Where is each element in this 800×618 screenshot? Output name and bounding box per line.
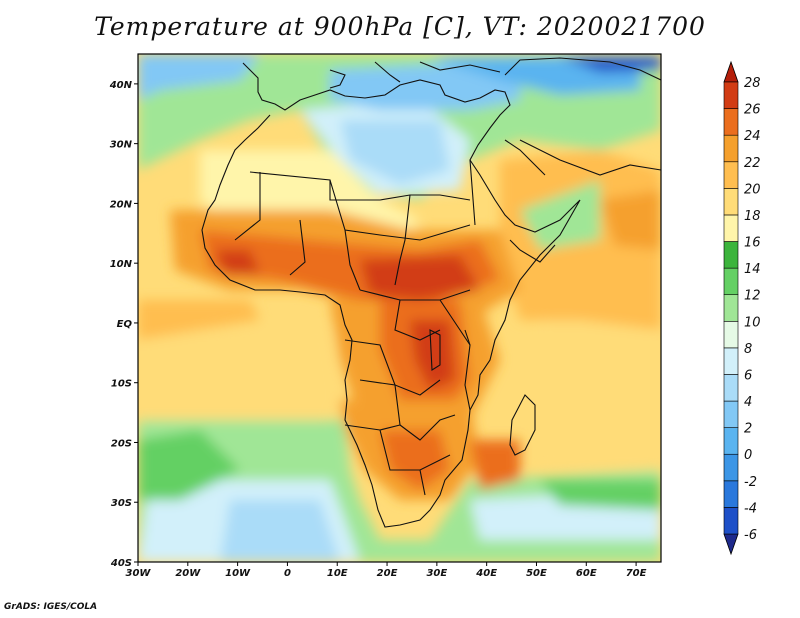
colorbar-label: 4 [744,395,752,410]
lat-tick-label: 30S [111,498,132,509]
colorbar-bin [723,320,739,349]
lat-tick-label: 10S [111,379,132,390]
lon-tick-label: 0 [284,568,291,579]
colorbar-label: 6 [744,368,752,383]
lon-tick-label: 30W [126,568,152,579]
colorbar-bin [723,241,739,269]
lat-tick-label: 20N [110,199,133,210]
lat-tick-label: EQ [117,319,133,330]
lon-tick-label: 10W [225,568,251,579]
lat-tick-label: 30N [110,140,133,151]
colorbar-bin [723,161,739,189]
colorbar-label: 0 [744,448,752,463]
colorbar-label: 20 [744,182,761,197]
credit-text: GrADS: IGES/COLA [4,602,98,612]
temperature-field [138,54,661,562]
map-title: Temperature at 900hPa [C], VT: 202002170… [94,12,706,41]
colorbar-bin [723,347,739,375]
latitude-axis: 40S 30S 20S 10S EQ 10N 20N 30N 40N [109,80,138,569]
colorbar-label: -6 [744,528,757,543]
colorbar-bin [723,400,739,428]
lon-tick-label: 50E [526,568,547,579]
colorbar-label: -4 [744,501,757,516]
colorbar-label: 14 [744,262,761,277]
colorbar-bin [723,294,739,322]
colorbar-bin [723,267,739,296]
colorbar-label: 24 [744,129,761,144]
colorbar-label: 26 [744,103,761,118]
colorbar-label: 22 [744,156,761,171]
colorbar-bin [723,480,739,508]
colorbar-bin [723,374,739,402]
colorbar-bin [723,188,739,216]
lon-tick-label: 10E [327,568,348,579]
lat-tick-label: 20S [111,438,132,449]
lon-tick-label: 20E [377,568,398,579]
colorbar-bin [723,214,739,242]
colorbar-label: 8 [744,342,752,357]
lon-tick-label: 40E [475,568,497,579]
colorbar-bin [723,507,739,535]
colorbar-label: 12 [744,289,761,304]
colorbar-label: 2 [744,422,752,437]
colorbar-bin [723,108,739,136]
colorbar-bin [723,81,739,109]
colorbar-label: 16 [744,236,761,251]
map-frame [137,53,662,563]
colorbar-label: 18 [744,209,761,224]
colorbar-bottom-arrow [723,533,739,556]
colorbar-bin [723,134,739,163]
lat-tick-label: 10N [110,259,133,270]
colorbar-bin [723,427,739,455]
colorbar-top-arrow [723,60,739,83]
colorbar-bin [723,453,739,482]
lon-tick-label: 20W [175,568,201,579]
lon-tick-label: 60E [576,568,597,579]
colorbar-label: 28 [744,76,761,91]
lat-tick-label: 40S [110,558,132,569]
longitude-axis: 30W 20W 10W 0 10E 20E 30E 40E 50E 60E 70E [126,562,647,579]
colorbar-label: -2 [744,475,757,490]
lat-tick-label: 40N [109,80,133,91]
lon-tick-label: 70E [626,568,647,579]
coastlines [201,57,661,528]
lon-tick-label: 30E [426,568,447,579]
colorbar-label: 10 [744,315,761,330]
